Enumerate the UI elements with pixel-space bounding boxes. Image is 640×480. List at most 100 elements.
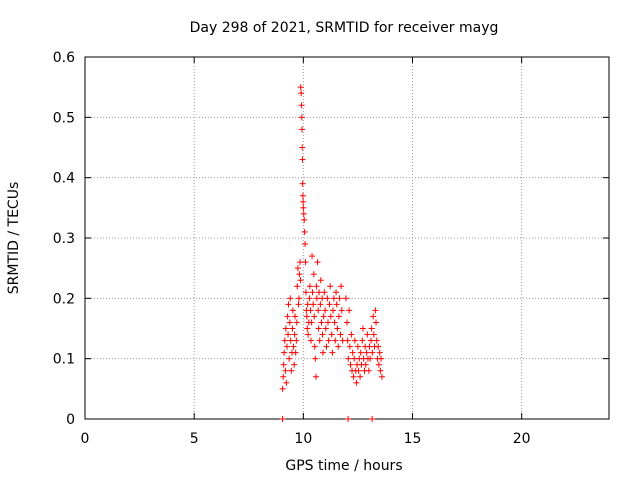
data-point [349, 349, 356, 356]
data-point [302, 241, 309, 248]
data-point [365, 367, 372, 374]
data-point [327, 283, 334, 290]
data-point [285, 301, 292, 308]
data-point [330, 295, 337, 302]
data-point [300, 204, 307, 211]
data-point [354, 343, 361, 350]
data-point [307, 337, 314, 344]
data-point [318, 319, 325, 326]
data-point [292, 313, 299, 320]
data-point [311, 313, 318, 320]
data-point [330, 307, 337, 314]
data-point [310, 301, 317, 308]
data-point [319, 331, 326, 338]
data-point [323, 343, 330, 350]
data-point [375, 343, 382, 350]
data-point [351, 355, 358, 362]
data-point [372, 307, 379, 314]
data-point [342, 295, 349, 302]
data-point [280, 373, 287, 380]
data-point [292, 349, 299, 356]
data-point [353, 379, 360, 386]
data-point [283, 379, 290, 386]
data-point [291, 361, 298, 368]
data-point [378, 355, 385, 362]
data-point [345, 355, 352, 362]
data-point [376, 349, 383, 356]
data-point [299, 126, 306, 133]
data-point [304, 325, 311, 332]
data-point [288, 367, 295, 374]
data-point [302, 259, 309, 266]
data-point [350, 373, 357, 380]
data-point [317, 301, 324, 308]
data-point [300, 198, 307, 205]
data-point [297, 277, 304, 284]
chart-title: Day 298 of 2021, SRMTID for receiver may… [190, 20, 499, 36]
data-point [336, 295, 343, 302]
data-point [309, 289, 316, 296]
y-tick-label: 0.4 [53, 171, 75, 187]
data-point [355, 367, 362, 374]
x-tick-label: 20 [513, 431, 531, 447]
data-point [315, 325, 322, 332]
data-point [299, 180, 306, 187]
data-points [279, 84, 385, 422]
data-point [370, 313, 377, 320]
data-point [333, 289, 340, 296]
data-point [367, 355, 374, 362]
data-point [378, 373, 385, 380]
data-point [281, 349, 288, 356]
data-point [313, 283, 320, 290]
data-point [282, 325, 289, 332]
data-point [283, 343, 290, 350]
data-point [347, 361, 354, 368]
data-point [329, 349, 336, 356]
data-point [319, 295, 326, 302]
x-tick-label: 10 [294, 431, 312, 447]
data-point [370, 331, 377, 338]
data-point [298, 114, 305, 121]
data-point [312, 373, 319, 380]
data-point [299, 144, 306, 151]
y-tick-label: 0.6 [53, 50, 75, 66]
data-point [339, 337, 346, 344]
data-point [306, 283, 313, 290]
data-point [316, 337, 323, 344]
data-point [309, 253, 316, 260]
data-point [297, 259, 304, 266]
data-point [307, 307, 314, 314]
data-point [375, 361, 382, 368]
data-point [282, 367, 289, 374]
data-point [296, 271, 303, 278]
data-point [317, 277, 324, 284]
data-point [373, 337, 380, 344]
data-point [286, 355, 293, 362]
data-point [287, 337, 294, 344]
data-point [304, 301, 311, 308]
data-point [279, 385, 286, 392]
data-point [293, 337, 300, 344]
data-point [366, 343, 373, 350]
axis-ticks: 0 5 10 15 20 0 0.1 0.2 0.3 0.4 0.5 0.6 [53, 50, 609, 447]
data-point [331, 319, 338, 326]
data-point [332, 337, 339, 344]
data-point [335, 313, 342, 320]
data-point [286, 319, 293, 326]
data-point [344, 337, 351, 344]
data-point [301, 216, 308, 223]
data-point [321, 289, 328, 296]
data-point [348, 331, 355, 338]
data-point [338, 283, 345, 290]
y-tick-label: 0.2 [53, 291, 75, 307]
data-point [320, 313, 327, 320]
data-point [369, 416, 376, 422]
data-point [314, 259, 321, 266]
data-point [298, 102, 305, 109]
data-point [284, 313, 291, 320]
data-point [293, 319, 300, 326]
data-point [287, 295, 294, 302]
x-axis-label: GPS time / hours [285, 458, 402, 474]
y-tick-label: 0.3 [53, 231, 75, 247]
